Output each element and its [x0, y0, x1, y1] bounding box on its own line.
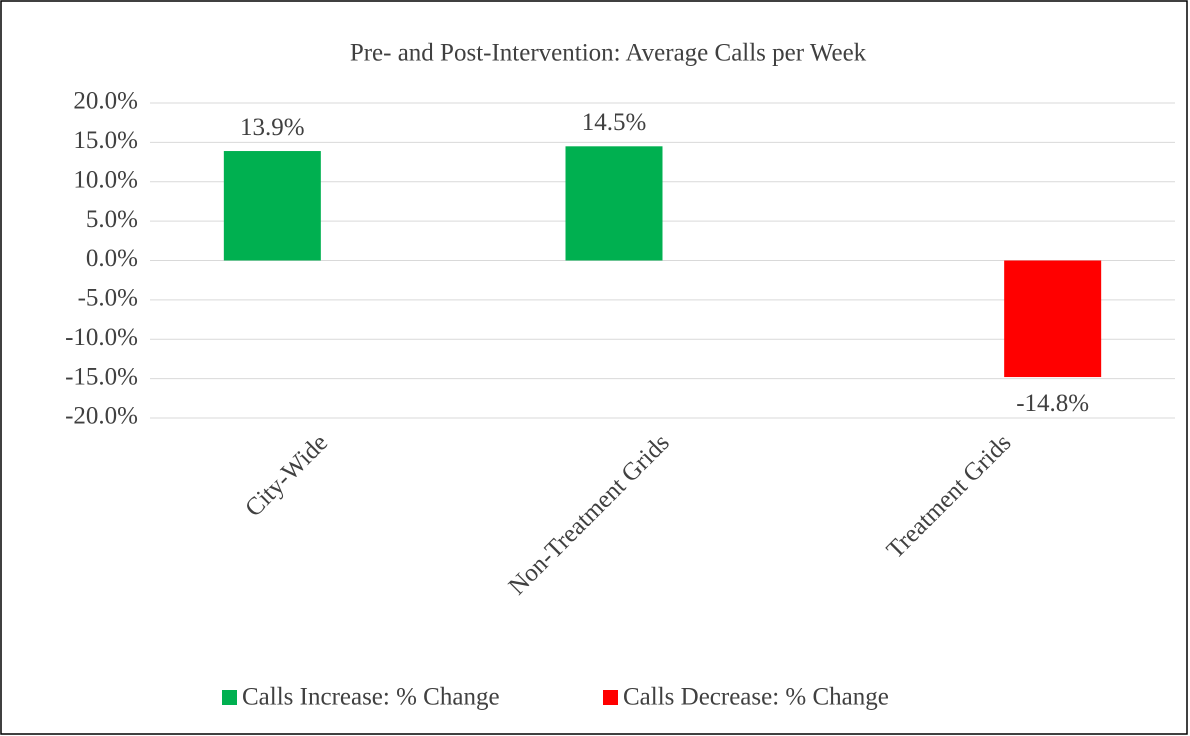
bar — [223, 151, 321, 261]
bar — [1004, 260, 1102, 378]
legend-swatch — [222, 690, 237, 705]
legend-label: Calls Increase: % Change — [242, 684, 500, 711]
y-tick-label: 15.0% — [73, 127, 138, 154]
data-label: 13.9% — [240, 114, 305, 141]
y-tick-label: 10.0% — [73, 166, 138, 193]
chart-title: Pre- and Post-Intervention: Average Call… — [350, 40, 867, 67]
y-tick-label: 20.0% — [73, 88, 138, 115]
y-tick-label: 0.0% — [86, 245, 138, 272]
legend-label: Calls Decrease: % Change — [623, 684, 889, 711]
data-label: 14.5% — [582, 109, 647, 136]
bar — [565, 146, 663, 261]
y-tick-label: -20.0% — [65, 403, 138, 430]
y-tick-label: 5.0% — [86, 206, 138, 233]
y-tick-label: -10.0% — [65, 324, 138, 351]
y-tick-label: -5.0% — [78, 285, 138, 312]
y-tick-label: -15.0% — [65, 363, 138, 390]
data-label: -14.8% — [1016, 390, 1089, 417]
legend-swatch — [603, 690, 618, 705]
